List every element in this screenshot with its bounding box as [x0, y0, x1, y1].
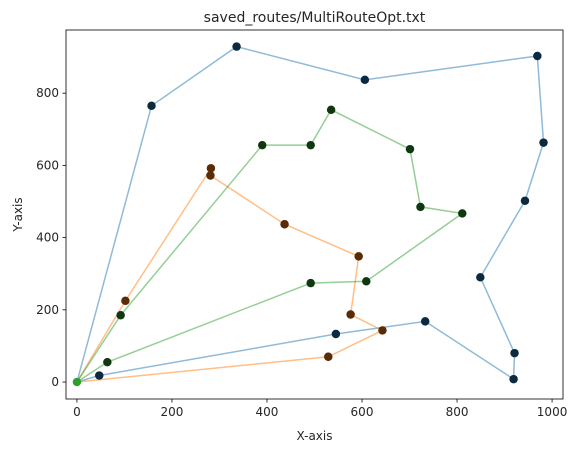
- depot-point: [72, 377, 82, 387]
- route-point: [520, 196, 530, 205]
- y-tick-label: 400: [36, 231, 59, 245]
- route-point: [95, 371, 104, 380]
- route-point-tint: [206, 164, 216, 173]
- route-point-tint: [533, 51, 542, 61]
- route-point-tint: [346, 310, 355, 319]
- x-tick-label: 400: [256, 405, 279, 419]
- chart-title: saved_routes/MultiRouteOpt.txt: [204, 10, 426, 26]
- route-point-tint: [147, 101, 156, 111]
- y-ticks: 0 200 400 600 800: [36, 86, 66, 389]
- route-point: [206, 164, 216, 173]
- route-point-tint: [280, 220, 289, 229]
- route-point: [509, 374, 518, 384]
- route-point-tint: [378, 326, 387, 335]
- route-line-2: [76, 165, 385, 383]
- route-point-tint: [306, 278, 315, 288]
- route-point: [331, 329, 341, 339]
- route-point-tint: [326, 105, 336, 114]
- route-point-tint: [121, 296, 130, 305]
- route-point-tint: [232, 42, 241, 51]
- route-point: [405, 144, 415, 154]
- route-point: [539, 138, 548, 147]
- x-tick-label: 0: [73, 405, 81, 419]
- x-ticks: 0 200 400 600 800 1000: [73, 399, 567, 419]
- route-point-tint: [509, 374, 518, 384]
- route-point: [510, 348, 519, 358]
- points-layer: [72, 42, 548, 387]
- route-point: [346, 310, 355, 319]
- route-point-tint: [354, 252, 363, 261]
- plot-background: [66, 30, 563, 399]
- route-point: [324, 352, 333, 361]
- x-axis-label: X-axis: [297, 429, 333, 443]
- route-point: [362, 277, 371, 286]
- route-point: [421, 317, 430, 326]
- y-tick-label: 200: [36, 303, 59, 317]
- route-point-tint: [258, 140, 267, 150]
- route-point: [258, 140, 267, 150]
- route-point: [378, 326, 387, 335]
- route-point: [354, 252, 363, 261]
- route-point-tint: [306, 140, 315, 150]
- route-point-tint: [103, 357, 112, 367]
- route-point-tint: [360, 75, 370, 85]
- route-point: [306, 278, 315, 288]
- x-tick-label: 800: [446, 405, 469, 419]
- route-point-tint: [458, 209, 467, 218]
- route-point: [476, 273, 485, 282]
- route-point-tint: [520, 196, 530, 205]
- x-tick-label: 1000: [537, 405, 568, 419]
- route-point-tint: [421, 317, 430, 326]
- route-point-tint: [405, 144, 415, 154]
- route-point: [121, 296, 130, 305]
- routes-layer: [76, 45, 545, 383]
- route-point: [280, 220, 289, 229]
- route-point-tint: [116, 311, 125, 320]
- route-line-3: [76, 108, 465, 383]
- route-point-tint: [510, 348, 519, 358]
- y-tick-label: 600: [36, 158, 59, 172]
- route-point: [416, 202, 425, 212]
- route-point: [147, 101, 156, 111]
- route-point: [326, 105, 336, 114]
- route-line-1: [76, 45, 545, 383]
- route-point-tint: [95, 371, 104, 380]
- y-tick-label: 0: [51, 375, 59, 389]
- x-tick-label: 200: [161, 405, 184, 419]
- route-point: [116, 311, 125, 320]
- route-point-tint: [476, 273, 485, 282]
- route-point: [360, 75, 370, 85]
- route-point: [206, 171, 215, 180]
- route-point-tint: [324, 352, 333, 361]
- route-point-tint: [416, 202, 425, 212]
- route-point-tint: [206, 171, 215, 180]
- plot-frame: [65, 29, 564, 400]
- route-point: [458, 209, 467, 218]
- route-point-tint: [362, 277, 371, 286]
- route-point: [533, 51, 542, 61]
- route-point-tint: [331, 329, 341, 339]
- x-tick-label: 600: [351, 405, 374, 419]
- route-point-tint: [539, 138, 548, 147]
- y-tick-label: 800: [36, 86, 59, 100]
- route-point: [232, 42, 241, 51]
- route-point: [306, 140, 315, 150]
- y-axis-label: Y-axis: [11, 197, 25, 232]
- route-point: [103, 357, 112, 367]
